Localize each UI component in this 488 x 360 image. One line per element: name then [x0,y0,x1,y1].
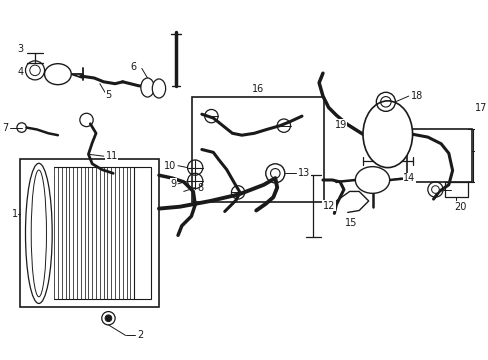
Text: 12: 12 [322,201,335,211]
Bar [20,159,159,307]
Text: 3: 3 [18,44,23,54]
Text: 19: 19 [334,120,346,130]
Text: 16: 16 [251,85,264,94]
Text: 1: 1 [12,209,18,219]
Text: 6: 6 [130,62,136,72]
Ellipse shape [44,64,71,85]
Text: 10: 10 [163,161,176,171]
Text: 14: 14 [402,173,414,183]
Text: 5: 5 [105,90,112,100]
Ellipse shape [355,167,389,193]
Ellipse shape [141,78,154,97]
Bar [444,182,467,197]
Text: 15: 15 [345,218,357,228]
Circle shape [105,315,112,321]
Circle shape [431,186,438,193]
Ellipse shape [152,79,165,98]
Text: 8: 8 [197,183,203,193]
Bar [134,167,151,299]
Text: 17: 17 [473,103,486,113]
Text: 20: 20 [453,202,466,212]
Ellipse shape [362,101,412,168]
Ellipse shape [25,163,52,303]
Text: 7: 7 [2,122,8,132]
Text: 13: 13 [298,168,310,178]
Text: 2: 2 [137,330,143,341]
Bar [406,130,471,182]
Bar [192,97,323,202]
Text: 18: 18 [410,91,422,101]
Text: 4: 4 [18,67,23,77]
Text: 11: 11 [105,151,118,161]
Text: 9: 9 [170,179,176,189]
